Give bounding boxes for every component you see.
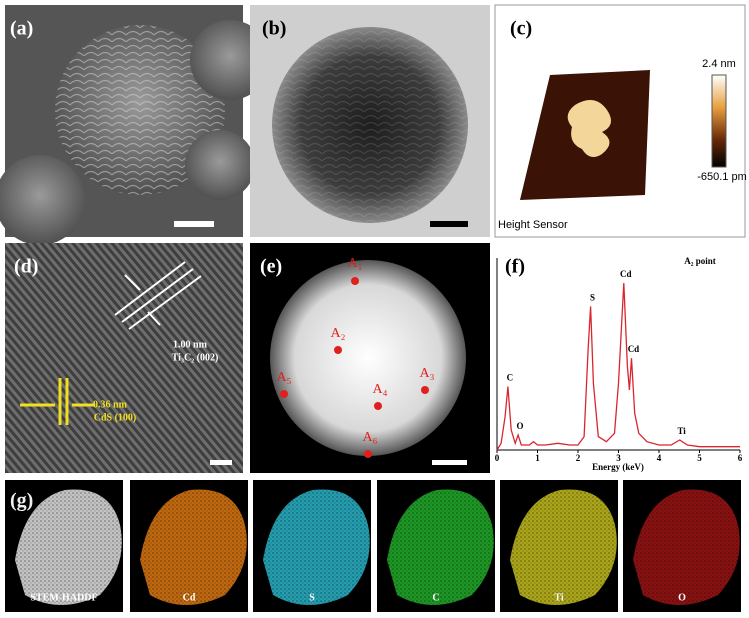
point-marker xyxy=(280,390,288,398)
point-marker xyxy=(351,277,359,285)
map-noise xyxy=(15,489,122,605)
peak-label: Cd xyxy=(628,344,640,354)
map-noise xyxy=(633,489,740,605)
flower xyxy=(270,260,466,456)
panel-label: (f) xyxy=(505,256,525,278)
point-label: A₃ xyxy=(420,366,435,381)
map-noise xyxy=(510,489,617,605)
point-marker xyxy=(364,450,372,458)
annotation: 1.00 nm xyxy=(173,339,208,350)
peak-label: O xyxy=(517,421,524,431)
x-tick-label: 3 xyxy=(616,453,621,463)
flower-texture xyxy=(55,25,225,195)
spectrum-line xyxy=(496,282,740,451)
annotation: CdS (100) xyxy=(94,412,137,423)
map-label: Cd xyxy=(183,592,196,603)
annotation: Ti₃C₂ (002) xyxy=(172,352,219,363)
flower xyxy=(185,130,255,200)
hrtem-image xyxy=(5,243,243,473)
x-tick-label: 4 xyxy=(657,453,662,463)
map-noise xyxy=(263,489,370,605)
point-label: A₅ xyxy=(277,370,292,385)
cds-lines xyxy=(20,378,95,425)
peak-label: Cd xyxy=(620,269,632,279)
peak-label: Ti xyxy=(677,426,686,436)
point-label: A₄ xyxy=(373,382,388,397)
flower-texture xyxy=(272,27,468,223)
panel-label: (e) xyxy=(260,256,282,278)
point-label: A₂ xyxy=(331,326,346,341)
scale-bar xyxy=(174,221,214,227)
map-label: S xyxy=(309,592,315,603)
flower xyxy=(0,155,85,245)
lattice-lines xyxy=(114,261,202,330)
point-marker xyxy=(334,346,342,354)
map-label: STEM-HADDF xyxy=(30,592,97,603)
point-label: A₁ xyxy=(348,256,363,271)
panel-label: (b) xyxy=(262,18,286,40)
scale-min: -650.1 pm xyxy=(697,171,747,183)
color-bar xyxy=(711,74,727,168)
panel-label: (d) xyxy=(14,256,38,278)
panel-label: (c) xyxy=(510,18,532,40)
scale-max: 2.4 nm xyxy=(702,58,736,70)
annotation: 0.36 nm xyxy=(93,399,128,410)
point-marker xyxy=(374,402,382,410)
map-label: Ti xyxy=(554,592,563,603)
y-axis-label: CPS xyxy=(482,341,492,358)
x-tick-label: 5 xyxy=(697,453,702,463)
peak-label: S xyxy=(590,292,595,302)
x-tick-label: 0 xyxy=(495,453,500,463)
caption: Height Sensor xyxy=(498,219,568,231)
peak-label: C xyxy=(507,373,514,383)
scale-bar xyxy=(432,460,467,465)
panel-label: (g) xyxy=(10,490,33,512)
map-noise xyxy=(387,489,494,605)
x-tick-label: 6 xyxy=(738,453,743,463)
scale-bar xyxy=(430,221,468,227)
map-label: O xyxy=(678,592,686,603)
x-tick-label: 2 xyxy=(576,453,581,463)
panel-label: (a) xyxy=(10,18,33,40)
point-marker xyxy=(421,386,429,394)
map-noise xyxy=(140,489,247,605)
map-label: C xyxy=(432,592,439,603)
x-tick-label: 1 xyxy=(535,453,540,463)
scale-bar xyxy=(210,460,232,465)
point-label: A₆ xyxy=(363,430,378,445)
chart-title: A₂ point xyxy=(684,256,715,266)
x-axis-label: Energy (keV) xyxy=(592,462,644,472)
afm-flake xyxy=(567,100,611,158)
